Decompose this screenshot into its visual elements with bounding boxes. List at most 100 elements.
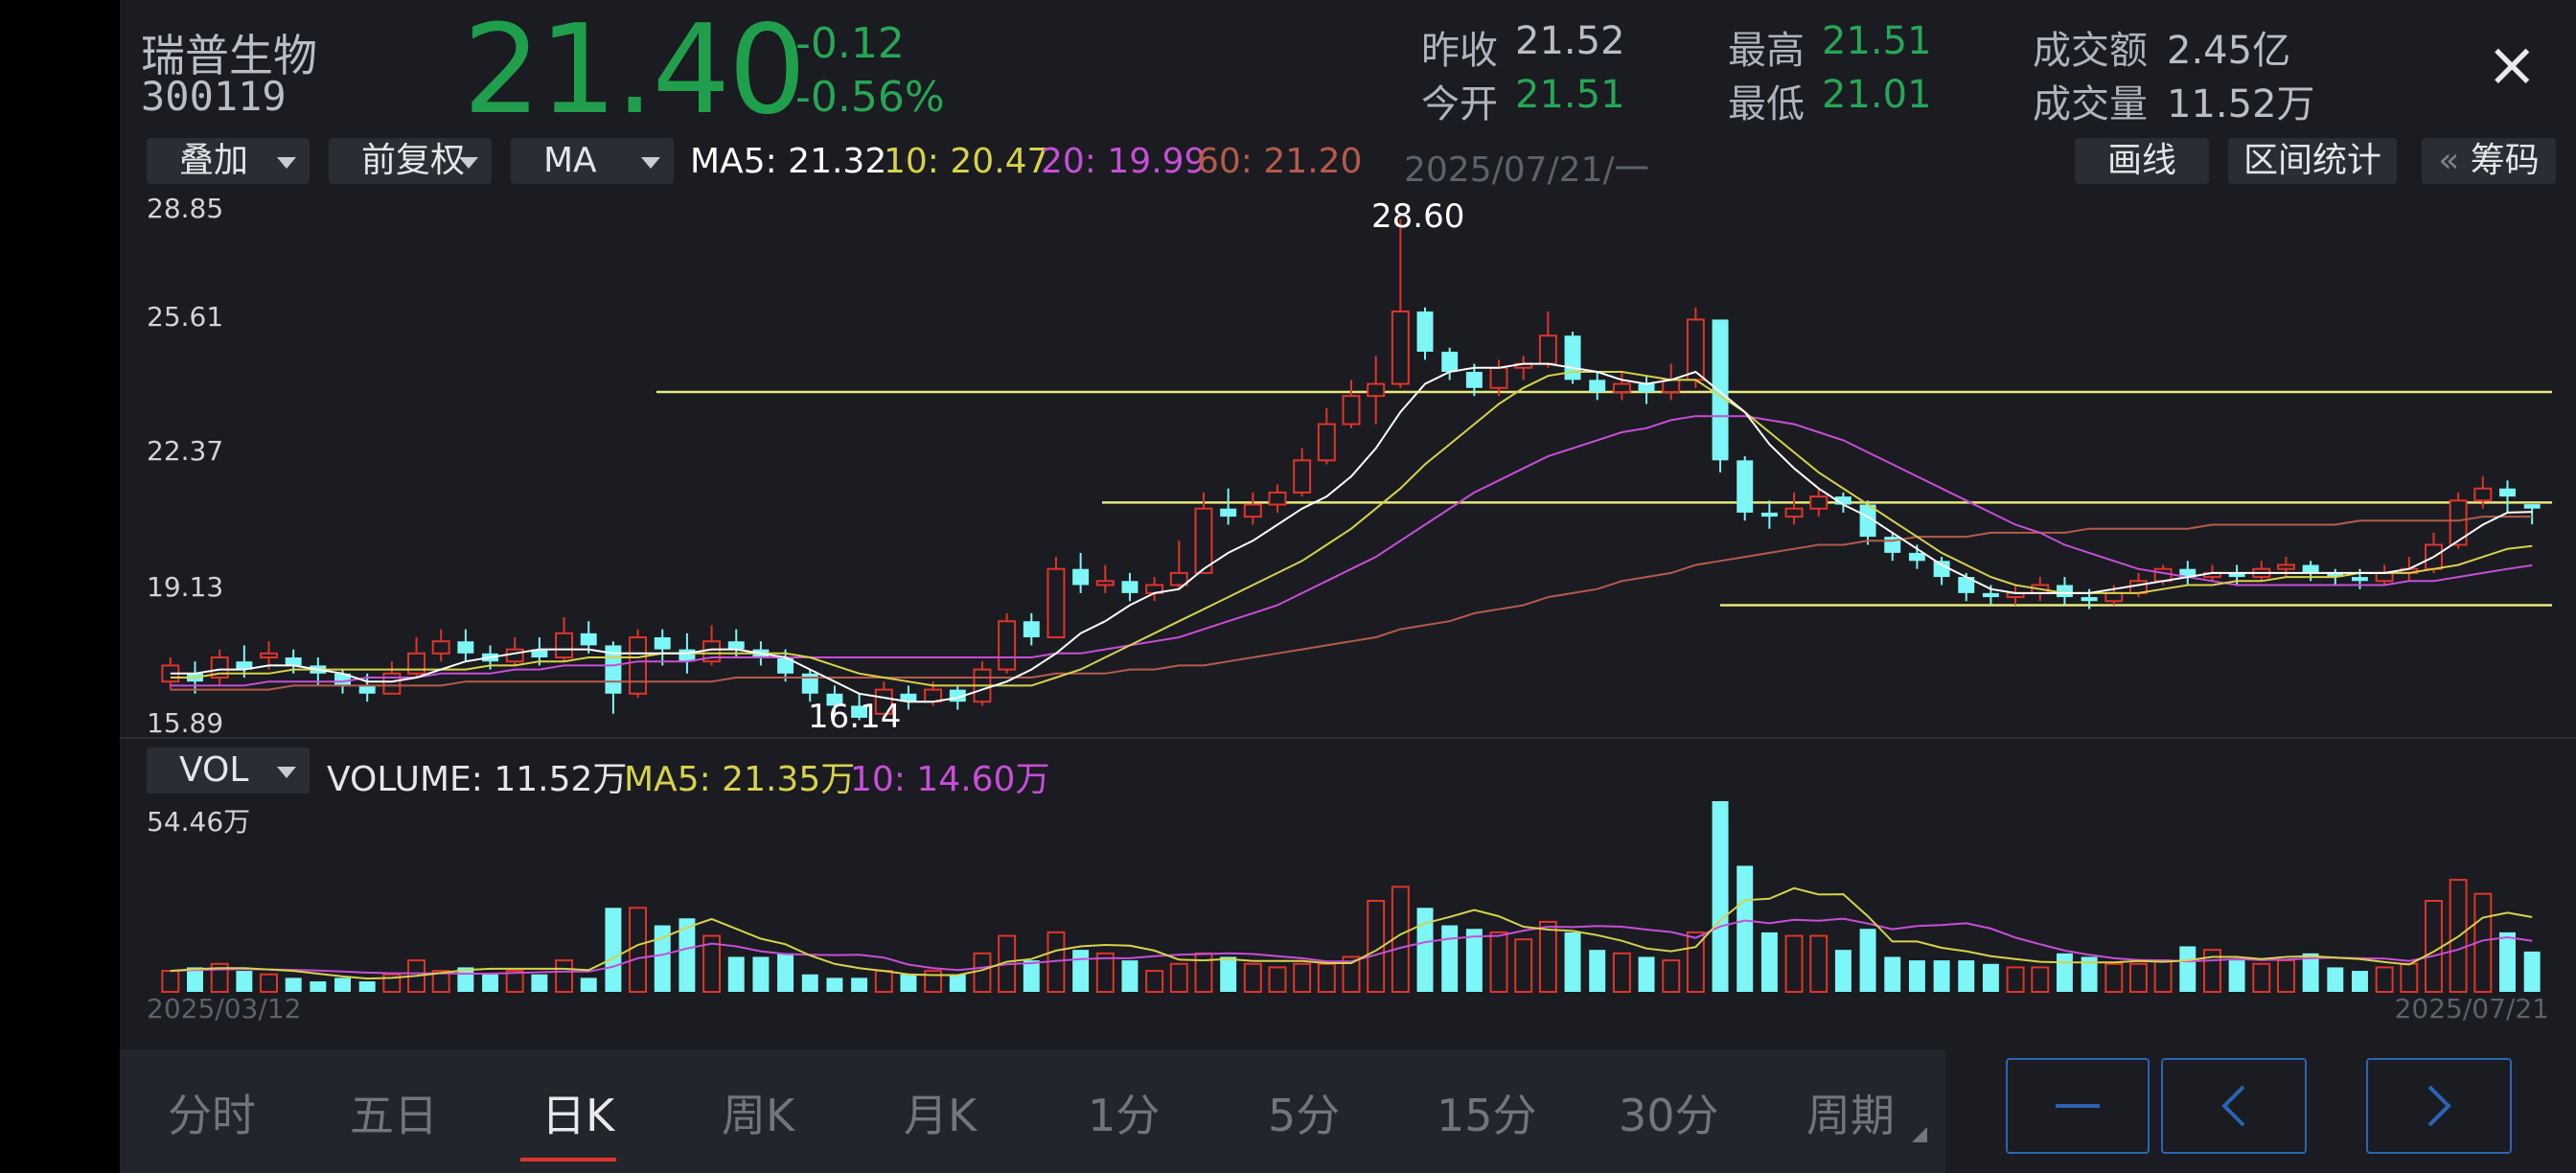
candle [2375,564,2394,586]
tab-30min[interactable]: 30分 [1619,1090,1719,1141]
candle-body [334,673,351,686]
vol-ma5-line [170,886,2533,980]
candle [973,661,992,706]
candle-body [1638,383,1655,392]
volume-bar [1958,960,1975,992]
candle [1194,492,1213,574]
price-axis-label: 19.13 [147,571,224,603]
chevron-down-icon [277,157,296,169]
candle-body [1589,380,1606,392]
candle-body [1612,382,1631,393]
chips-label: 筹码 [2470,141,2540,180]
candle [2473,476,2493,509]
candle [1933,557,1950,586]
volume-bar [505,970,524,993]
price-change-percent: -0.56% [795,73,945,122]
ma60-value: 60: 21.20 [1197,142,1363,181]
candle [555,617,574,662]
candle-body [654,637,671,650]
volume-bar [2276,959,2295,993]
volume-bar [260,973,278,994]
volume-bar [2523,951,2541,992]
candle-body [998,620,1017,671]
volume-bar [1489,931,1508,994]
indicator-dropdown[interactable]: MA [511,138,674,184]
stat-prev-close-label: 昨收 [1421,29,1498,73]
candle-body [285,657,302,666]
volume-bar [1465,929,1483,992]
chips-button[interactable]: « 筹码 [2422,138,2556,184]
volume-bar [1072,950,1090,992]
candle [826,685,843,714]
range-stats-button[interactable]: 区间统计 [2228,138,2397,184]
candle-body [727,641,745,650]
candle-body [1293,459,1312,494]
volume-bar [1982,963,1999,992]
prev-button[interactable] [2161,1058,2307,1154]
draw-line-button[interactable]: 画线 [2075,138,2209,184]
candle-body [1982,592,1999,598]
volume-bar [1834,950,1852,992]
kline-chart[interactable] [120,192,2576,1006]
volume-bar [1736,865,1754,992]
tab-period[interactable]: 周期 [1806,1090,1895,1141]
volume-bar [1809,934,1828,994]
stock-chart-app: 瑞普生物 300119 21.40 -0.12 -0.56% 昨收 21.52 … [120,0,2576,1173]
end-date-label: 2025/07/21 [2394,993,2549,1024]
volume-bar [654,925,671,992]
volume-bar [531,974,548,992]
volume-bar [2081,956,2098,992]
stat-low-value: 21.01 [1822,73,1932,117]
candle [900,685,917,710]
candle-body [555,632,574,659]
indicator-label: MA [543,141,597,180]
volume-bar [605,908,622,992]
candle-body [2302,564,2319,573]
tab-intraday[interactable]: 分时 [168,1090,256,1141]
volume-bar [334,978,351,992]
tab-five-day[interactable]: 五日 [350,1090,438,1141]
candle [431,629,450,662]
candle [2276,557,2295,578]
volume-bar [777,953,794,992]
candle-body [874,688,893,715]
tab-monthly-k[interactable]: 月K [904,1090,978,1141]
candle-body [900,693,917,702]
overlay-dropdown[interactable]: 叠加 [147,138,310,184]
volume-bar [1391,886,1410,993]
tab-daily-k[interactable]: 日K [541,1090,615,1141]
candle [1121,572,1138,602]
minus-button[interactable] [2006,1058,2150,1154]
candle-body [236,661,253,670]
stat-volume-label: 成交量 [2033,82,2148,126]
tab-5min[interactable]: 5分 [1268,1090,1341,1141]
volume-bar [851,978,868,992]
candle-body [1958,577,1975,593]
close-icon[interactable]: × [2486,30,2538,101]
price-axis-label: 25.61 [147,301,224,333]
candle [1589,372,1606,401]
tab-1min[interactable]: 1分 [1088,1090,1161,1141]
volume-bar [2352,971,2368,992]
candle-body [1317,423,1336,462]
candle [2056,577,2073,606]
next-button[interactable] [2366,1058,2512,1154]
candle [2179,561,2196,586]
tab-weekly-k[interactable]: 周K [722,1090,795,1141]
candle [2006,585,2025,606]
volume-indicator-dropdown[interactable]: VOL [147,748,310,794]
adjust-dropdown[interactable]: 前复权 [329,138,492,184]
volume-bar [482,974,499,992]
volume-ma-lines [170,886,2533,980]
vol-ma10-line [170,917,2533,975]
ma60-line [170,516,2533,691]
candle [457,629,474,662]
volume-bar [1933,960,1950,992]
candle [1220,488,1237,525]
candle-body [1686,318,1705,381]
price-axis-label: 22.37 [147,435,224,467]
volume-bar [629,907,648,994]
candle [629,629,648,698]
tab-15min[interactable]: 15分 [1437,1090,1537,1141]
volume-bar [1784,934,1804,994]
